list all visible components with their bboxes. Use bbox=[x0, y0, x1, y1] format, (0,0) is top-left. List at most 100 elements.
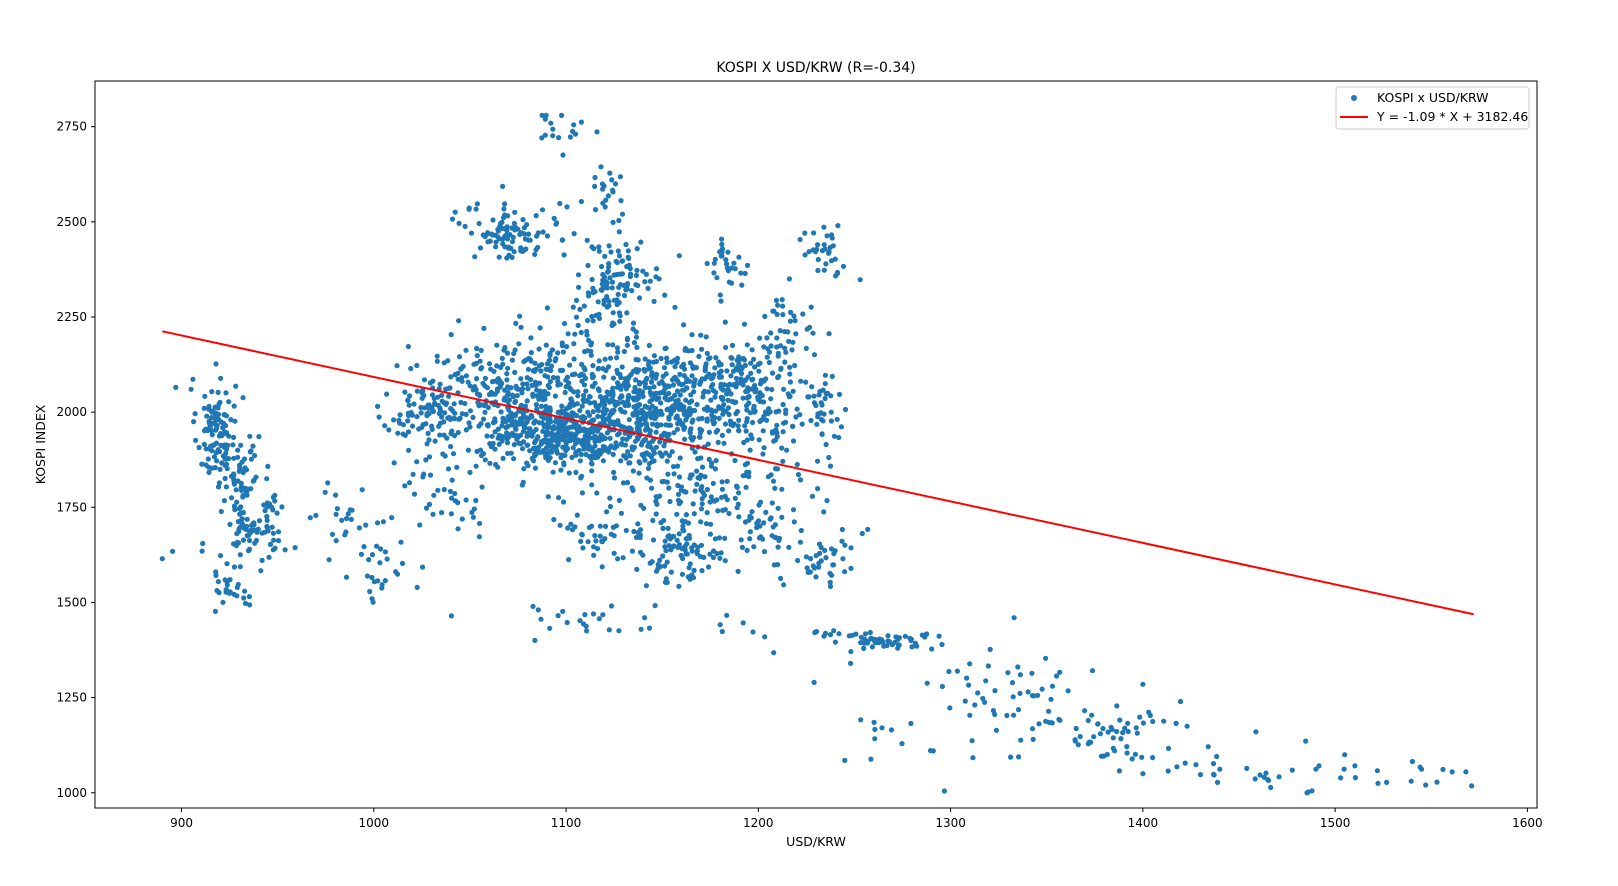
data-point bbox=[1125, 728, 1131, 735]
data-point bbox=[563, 447, 569, 453]
data-point bbox=[596, 365, 602, 371]
data-point bbox=[672, 357, 678, 363]
data-point bbox=[776, 408, 782, 414]
data-point bbox=[1463, 769, 1469, 775]
data-point bbox=[555, 350, 561, 356]
data-point bbox=[823, 261, 829, 267]
data-point bbox=[313, 512, 319, 519]
data-point bbox=[975, 690, 981, 696]
data-point bbox=[703, 521, 710, 527]
data-point bbox=[642, 437, 648, 443]
data-point bbox=[718, 381, 724, 387]
data-point bbox=[624, 337, 631, 343]
data-point bbox=[814, 458, 821, 464]
data-point bbox=[676, 583, 682, 589]
data-point bbox=[502, 345, 508, 351]
data-point bbox=[601, 301, 607, 307]
data-point bbox=[520, 479, 526, 485]
data-point bbox=[747, 447, 753, 453]
data-point bbox=[485, 422, 491, 428]
data-point bbox=[419, 395, 425, 401]
data-point bbox=[616, 253, 623, 259]
data-point bbox=[427, 380, 433, 386]
data-point bbox=[238, 480, 244, 486]
data-point bbox=[547, 350, 553, 357]
data-point bbox=[529, 382, 535, 388]
data-point bbox=[607, 355, 614, 361]
data-point bbox=[596, 438, 603, 444]
data-point bbox=[778, 366, 784, 372]
data-point bbox=[784, 447, 790, 453]
data-point bbox=[521, 231, 528, 237]
x-tick-label: 1600 bbox=[1512, 816, 1543, 830]
data-point bbox=[658, 408, 664, 414]
data-point bbox=[815, 267, 821, 274]
data-point bbox=[670, 382, 677, 388]
data-point bbox=[822, 246, 828, 252]
data-point bbox=[262, 508, 268, 514]
data-point bbox=[1039, 686, 1045, 692]
data-point bbox=[1025, 689, 1031, 695]
data-point bbox=[571, 231, 577, 237]
data-point bbox=[248, 456, 254, 462]
data-point bbox=[982, 699, 988, 705]
data-point bbox=[414, 459, 420, 465]
data-point bbox=[675, 544, 681, 551]
data-point bbox=[269, 524, 275, 530]
data-point bbox=[548, 120, 554, 126]
data-point bbox=[609, 408, 615, 414]
data-point bbox=[292, 545, 298, 551]
data-point bbox=[779, 297, 785, 303]
data-point bbox=[590, 383, 596, 389]
data-point bbox=[591, 552, 597, 558]
data-point bbox=[779, 486, 785, 492]
data-point bbox=[795, 472, 802, 478]
data-point bbox=[586, 443, 592, 449]
data-point bbox=[586, 337, 592, 343]
data-point bbox=[872, 726, 878, 733]
data-point bbox=[236, 526, 242, 532]
data-point bbox=[472, 254, 478, 260]
data-point bbox=[499, 438, 505, 444]
data-point bbox=[701, 554, 707, 561]
data-point bbox=[579, 378, 585, 384]
data-point bbox=[448, 613, 454, 619]
data-point bbox=[333, 492, 339, 498]
data-point bbox=[836, 434, 842, 441]
data-point bbox=[752, 364, 758, 370]
data-point bbox=[514, 386, 520, 392]
data-point bbox=[750, 419, 756, 426]
data-point bbox=[909, 644, 915, 650]
data-point bbox=[609, 177, 615, 183]
data-point bbox=[757, 335, 763, 341]
data-point bbox=[815, 411, 821, 417]
data-point bbox=[762, 409, 769, 415]
data-point bbox=[828, 409, 834, 415]
data-point bbox=[1193, 762, 1199, 768]
data-point bbox=[559, 237, 566, 243]
data-point bbox=[581, 392, 587, 399]
data-point bbox=[538, 441, 544, 447]
data-point bbox=[234, 499, 240, 505]
data-point bbox=[547, 625, 553, 631]
data-point bbox=[520, 217, 526, 223]
data-point bbox=[573, 297, 580, 303]
data-point bbox=[966, 682, 972, 688]
data-point bbox=[630, 468, 636, 474]
data-point bbox=[473, 360, 479, 366]
data-point bbox=[924, 680, 930, 686]
data-point bbox=[567, 362, 573, 368]
data-point bbox=[246, 594, 252, 600]
data-point bbox=[552, 460, 559, 466]
data-point bbox=[647, 278, 653, 284]
data-point bbox=[607, 435, 613, 441]
data-point bbox=[606, 303, 612, 309]
data-point bbox=[635, 416, 641, 422]
data-point bbox=[545, 494, 551, 500]
data-point bbox=[809, 384, 815, 390]
data-point bbox=[718, 374, 725, 380]
data-point bbox=[514, 393, 520, 399]
data-point bbox=[896, 642, 902, 648]
data-point bbox=[625, 449, 631, 455]
data-point bbox=[449, 495, 455, 501]
